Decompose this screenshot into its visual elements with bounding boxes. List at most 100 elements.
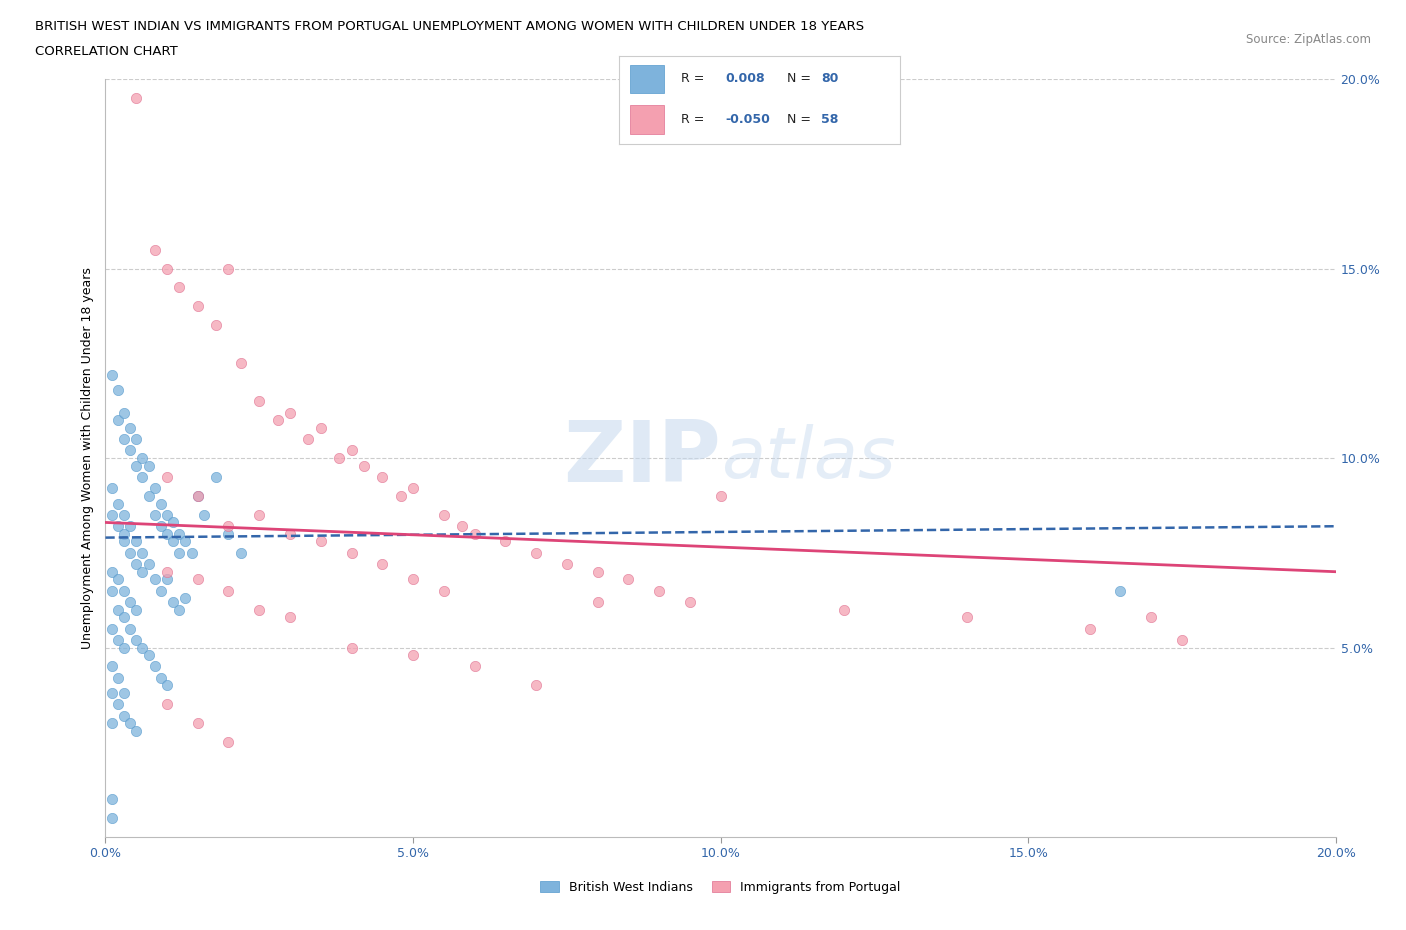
Point: [169, 280, 191, 295]
Text: atlas: atlas: [721, 423, 896, 493]
Point: [138, 488, 160, 503]
Point: [187, 488, 209, 503]
Point: [402, 481, 425, 496]
Point: [156, 526, 179, 541]
Point: [340, 443, 363, 458]
Point: [143, 659, 166, 674]
Point: [138, 557, 160, 572]
Point: [138, 647, 160, 662]
Point: [679, 594, 702, 609]
Point: [112, 640, 135, 655]
Point: [125, 432, 148, 446]
Point: [149, 583, 172, 598]
Point: [586, 594, 609, 609]
Point: [149, 496, 172, 511]
Point: [120, 545, 141, 560]
Point: [218, 261, 240, 276]
Point: [389, 488, 412, 503]
Point: [112, 432, 135, 446]
Bar: [630, 65, 664, 93]
Bar: [630, 105, 664, 134]
Point: [162, 534, 184, 549]
Text: ZIP: ZIP: [562, 417, 721, 499]
Point: [402, 647, 425, 662]
Text: CORRELATION CHART: CORRELATION CHART: [35, 45, 179, 58]
Point: [125, 557, 148, 572]
Point: [156, 678, 179, 693]
Point: [149, 519, 172, 534]
Point: [710, 488, 733, 503]
Point: [131, 470, 153, 485]
Point: [187, 716, 209, 731]
Point: [100, 811, 122, 826]
Point: [107, 632, 129, 647]
Point: [112, 405, 135, 420]
Point: [205, 318, 228, 333]
Point: [125, 632, 148, 647]
Text: Source: ZipAtlas.com: Source: ZipAtlas.com: [1246, 33, 1371, 46]
Point: [433, 508, 456, 523]
Point: [174, 591, 197, 605]
Point: [524, 678, 547, 693]
Point: [297, 432, 319, 446]
Point: [309, 534, 332, 549]
Point: [586, 565, 609, 579]
Point: [112, 526, 135, 541]
Point: [451, 519, 474, 534]
Point: [100, 659, 122, 674]
Point: [229, 545, 252, 560]
Point: [100, 621, 122, 636]
Point: [143, 242, 166, 257]
Point: [156, 470, 179, 485]
Point: [112, 685, 135, 700]
Point: [328, 451, 350, 466]
Point: [247, 603, 270, 618]
Point: [107, 572, 129, 587]
Point: [247, 508, 270, 523]
Point: [120, 420, 141, 435]
Point: [169, 603, 191, 618]
Point: [107, 603, 129, 618]
Point: [156, 572, 179, 587]
Point: [120, 621, 141, 636]
Point: [107, 519, 129, 534]
Point: [120, 443, 141, 458]
Point: [138, 458, 160, 473]
Point: [131, 545, 153, 560]
Point: [187, 572, 209, 587]
Point: [107, 496, 129, 511]
Point: [187, 299, 209, 314]
Text: -0.050: -0.050: [725, 113, 770, 126]
Point: [832, 603, 855, 618]
Point: [100, 367, 122, 382]
Point: [156, 261, 179, 276]
Point: [1078, 621, 1101, 636]
Text: 80: 80: [821, 73, 838, 86]
Point: [555, 557, 578, 572]
Point: [187, 488, 209, 503]
Text: R =: R =: [681, 113, 704, 126]
Point: [100, 716, 122, 731]
Point: [247, 393, 270, 408]
Point: [464, 659, 486, 674]
Point: [100, 508, 122, 523]
Point: [169, 526, 191, 541]
Point: [112, 583, 135, 598]
Point: [218, 583, 240, 598]
Point: [433, 583, 456, 598]
Point: [143, 508, 166, 523]
Point: [107, 671, 129, 685]
Point: [956, 610, 979, 625]
Point: [120, 594, 141, 609]
Point: [107, 697, 129, 711]
Point: [218, 735, 240, 750]
Point: [112, 508, 135, 523]
Point: [100, 791, 122, 806]
Point: [524, 545, 547, 560]
Point: [125, 603, 148, 618]
Point: [169, 545, 191, 560]
Point: [100, 481, 122, 496]
Point: [1140, 610, 1163, 625]
Point: [180, 545, 202, 560]
Point: [340, 640, 363, 655]
